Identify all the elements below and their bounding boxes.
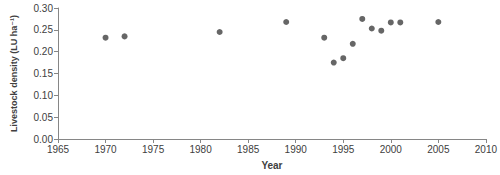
svg-text:1990: 1990	[285, 144, 308, 155]
svg-text:1970: 1970	[94, 144, 117, 155]
svg-text:0.00: 0.00	[33, 133, 53, 145]
svg-text:1995: 1995	[332, 144, 355, 155]
svg-text:1985: 1985	[237, 144, 260, 155]
svg-text:2005: 2005	[427, 144, 450, 155]
svg-text:Year: Year	[261, 160, 282, 171]
svg-text:1980: 1980	[190, 144, 213, 155]
svg-text:0.20: 0.20	[34, 46, 54, 57]
svg-text:Livestock density (LU ha⁻¹): Livestock density (LU ha⁻¹)	[9, 15, 19, 132]
svg-text:1975: 1975	[142, 144, 165, 155]
svg-text:1965: 1965	[47, 144, 70, 155]
svg-text:0.25: 0.25	[34, 24, 54, 35]
svg-text:0.30: 0.30	[34, 3, 54, 14]
svg-text:0.15: 0.15	[34, 68, 54, 79]
svg-text:0.05: 0.05	[34, 112, 54, 123]
svg-text:0.10: 0.10	[34, 90, 54, 101]
svg-text:2010: 2010	[475, 144, 498, 155]
svg-text:2000: 2000	[380, 144, 403, 155]
